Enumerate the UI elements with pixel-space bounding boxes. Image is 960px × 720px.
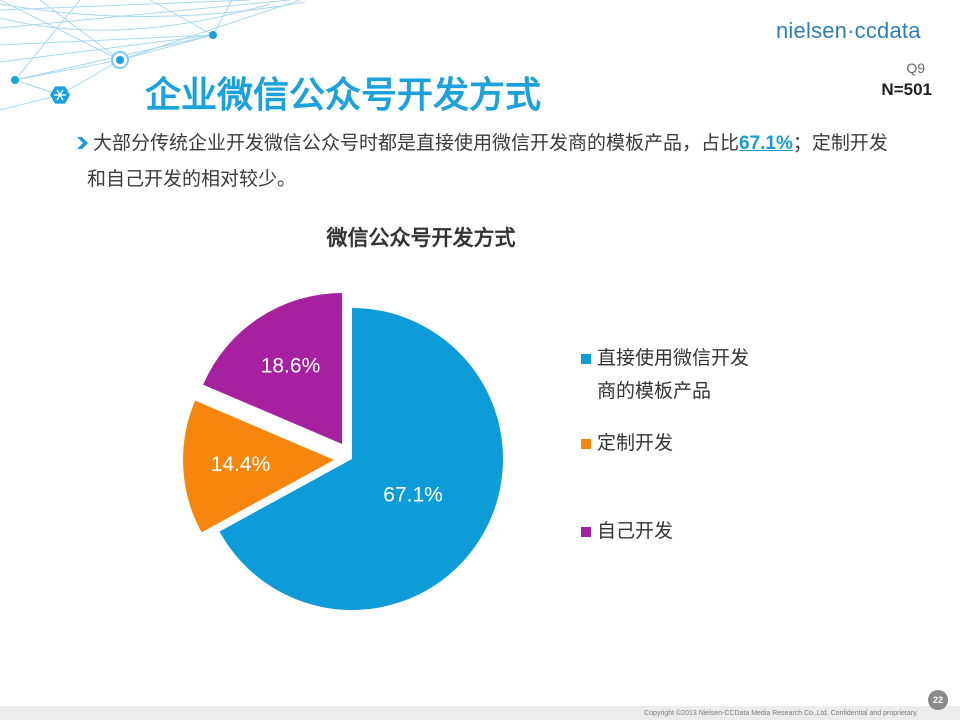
summary-text: 大部分传统企业开发微信公众号时都是直接使用微信开发商的模板产品，占比 (93, 133, 740, 154)
summary-line-2: 和自己开发的相对较少。 (87, 169, 297, 190)
pie-slice-custom-development (183, 400, 335, 533)
legend-swatch-custom-development (581, 439, 591, 449)
pie-label-template-products: 67.1% (383, 484, 443, 507)
pie-slice-self-development (203, 292, 343, 444)
summary-text: ；定制开发 (792, 133, 888, 154)
copyright-text: Copyright ©2013 Nielsen-CCData Media Res… (644, 710, 918, 717)
legend-swatch-template-products (581, 354, 591, 364)
legend-label-self-development: 自己开发 (597, 521, 674, 542)
network-decoration (0, 0, 306, 111)
summary-highlight: 67.1% (739, 133, 793, 154)
legend-label-template-products: 直接使用微信开发商的模板产品 (597, 348, 750, 402)
logo: nielsen·ccdata (776, 18, 921, 43)
pie-label-custom-development: 14.4% (211, 453, 271, 476)
bullet-arrow-icon (77, 137, 88, 149)
pie-chart: 67.1% 14.4% 18.6% (183, 292, 504, 610)
node-dot-icon (11, 76, 19, 84)
ring-dot-icon (111, 51, 129, 69)
pie-slice-template-products (219, 308, 504, 610)
hexagon-snowflake-icon (50, 86, 70, 104)
legend-swatch-self-development (581, 527, 591, 537)
chart-title: 微信公众号开发方式 (326, 227, 516, 250)
question-code: Q9 (906, 60, 925, 76)
sample-size: N=501 (881, 80, 932, 99)
pie-label-self-development: 18.6% (261, 354, 321, 377)
legend-label-custom-development: 定制开发 (597, 433, 674, 454)
summary-line-1: 大部分传统企业开发微信公众号时都是直接使用微信开发商的模板产品，占比67.1%；… (93, 131, 888, 157)
footer-band (0, 706, 960, 720)
page-number: 22 (928, 690, 948, 710)
node-dot-icon (209, 31, 217, 39)
page-title: 企业微信公众号开发方式 (145, 74, 542, 115)
